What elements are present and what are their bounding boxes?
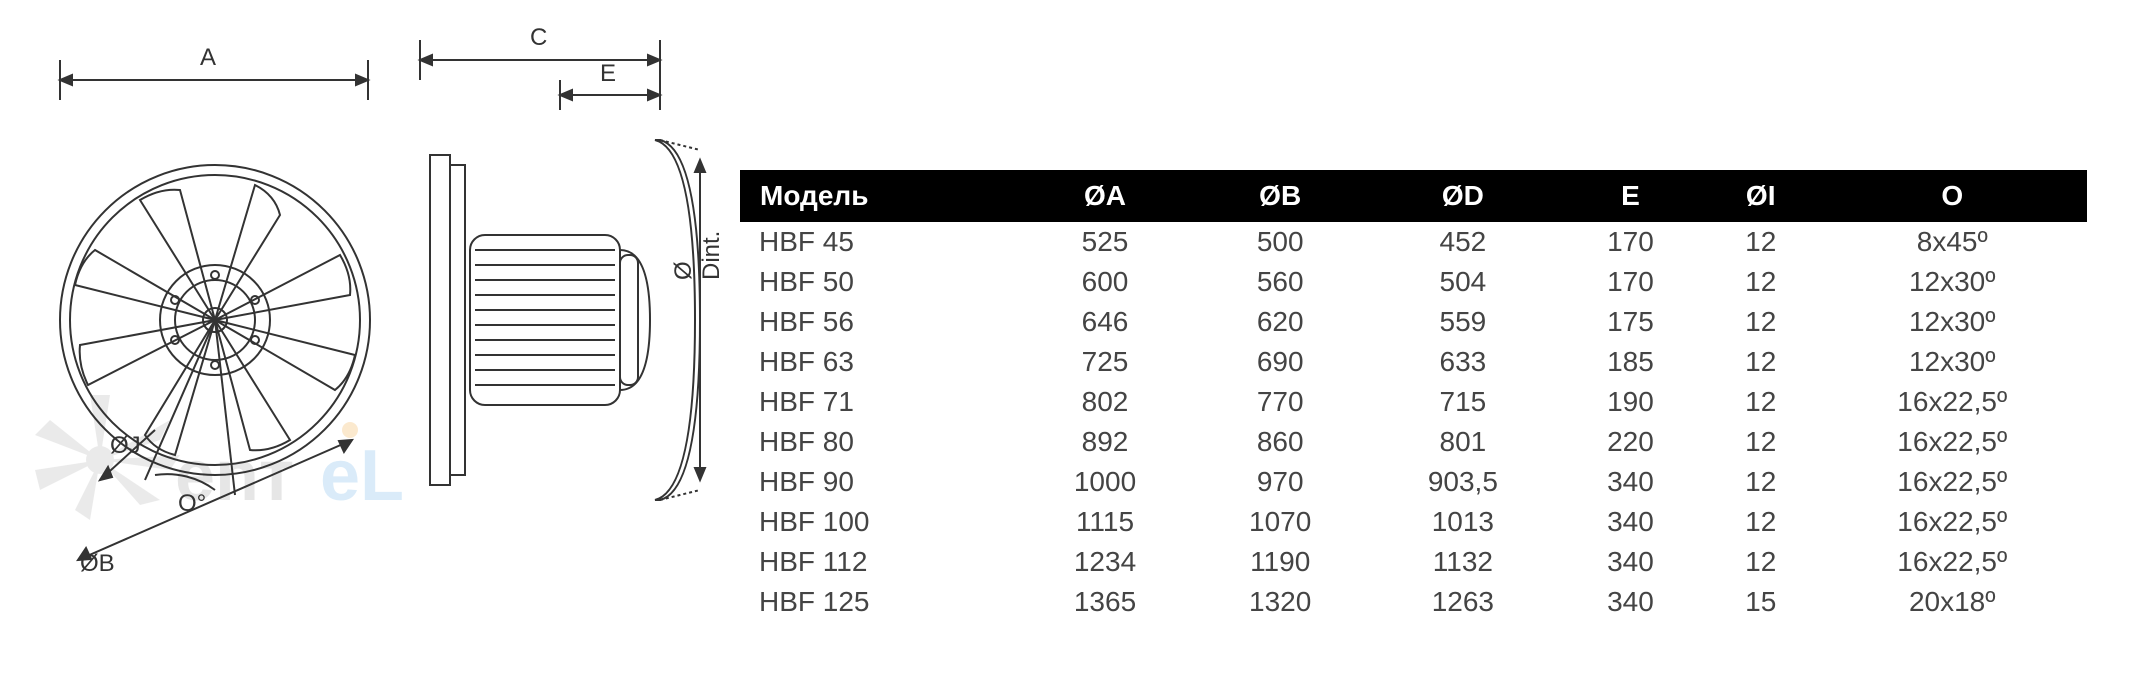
table-cell: 185 xyxy=(1558,342,1703,382)
table-cell: 1000 xyxy=(1017,462,1192,502)
table-cell: 620 xyxy=(1193,302,1368,342)
table-cell: 903,5 xyxy=(1368,462,1558,502)
dimension-drawing xyxy=(0,0,720,682)
dim-label-e: E xyxy=(600,60,616,88)
table-cell: HBF 80 xyxy=(741,422,1017,462)
table-cell: 600 xyxy=(1017,262,1192,302)
table-cell: 340 xyxy=(1558,502,1703,542)
dim-label-j: ØJ xyxy=(110,432,141,460)
table-cell: 190 xyxy=(1558,382,1703,422)
table-row: HBF 718027707151901216x22,5º xyxy=(741,382,2086,422)
table-cell: 340 xyxy=(1558,582,1703,622)
table-cell: 633 xyxy=(1368,342,1558,382)
table-cell: 860 xyxy=(1193,422,1368,462)
table-cell: 12 xyxy=(1703,422,1819,462)
table-cell: 690 xyxy=(1193,342,1368,382)
table-cell: HBF 90 xyxy=(741,462,1017,502)
table-cell: 500 xyxy=(1193,221,1368,262)
table-cell: 16x22,5º xyxy=(1818,462,2086,502)
dim-label-a: A xyxy=(200,44,216,72)
table-cell: 1070 xyxy=(1193,502,1368,542)
table-cell: 12 xyxy=(1703,542,1819,582)
table-cell: 8x45º xyxy=(1818,221,2086,262)
table-header-cell: ØI xyxy=(1703,171,1819,221)
table-cell: 12 xyxy=(1703,382,1819,422)
table-cell: 220 xyxy=(1558,422,1703,462)
table-cell: 12x30º xyxy=(1818,302,2086,342)
table-cell: 12 xyxy=(1703,262,1819,302)
table-cell: 646 xyxy=(1017,302,1192,342)
table-cell: 12 xyxy=(1703,342,1819,382)
table-cell: HBF 45 xyxy=(741,221,1017,262)
dim-label-dint: Ø Dint. xyxy=(670,230,726,280)
table-cell: 560 xyxy=(1193,262,1368,302)
table-cell: 12 xyxy=(1703,221,1819,262)
table-cell: 715 xyxy=(1368,382,1558,422)
table-row: HBF 1251365132012633401520x18º xyxy=(741,582,2086,622)
table-cell: 801 xyxy=(1368,422,1558,462)
table-header-cell: ØA xyxy=(1017,171,1192,221)
table-cell: HBF 125 xyxy=(741,582,1017,622)
table-header-cell: Модель xyxy=(741,171,1017,221)
table-row: HBF 566466205591751212x30º xyxy=(741,302,2086,342)
table-cell: 16x22,5º xyxy=(1818,542,2086,582)
table-row: HBF 901000970903,53401216x22,5º xyxy=(741,462,2086,502)
table-cell: 16x22,5º xyxy=(1818,502,2086,542)
table-cell: 170 xyxy=(1558,262,1703,302)
table-cell: 16x22,5º xyxy=(1818,382,2086,422)
table-cell: 770 xyxy=(1193,382,1368,422)
table-cell: 525 xyxy=(1017,221,1192,262)
technical-diagram: еnт еL xyxy=(0,0,720,682)
table-cell: 892 xyxy=(1017,422,1192,462)
table-cell: HBF 50 xyxy=(741,262,1017,302)
table-cell: HBF 112 xyxy=(741,542,1017,582)
table-cell: HBF 63 xyxy=(741,342,1017,382)
table-row: HBF 45525500452170128x45º xyxy=(741,221,2086,262)
table-cell: 12x30º xyxy=(1818,262,2086,302)
table-cell: 15 xyxy=(1703,582,1819,622)
table-cell: 1013 xyxy=(1368,502,1558,542)
table-row: HBF 1001115107010133401216x22,5º xyxy=(741,502,2086,542)
table-cell: 970 xyxy=(1193,462,1368,502)
table-cell: 340 xyxy=(1558,462,1703,502)
table-header-cell: E xyxy=(1558,171,1703,221)
table-cell: 1234 xyxy=(1017,542,1192,582)
table-cell: 1320 xyxy=(1193,582,1368,622)
table-cell: 170 xyxy=(1558,221,1703,262)
table-row: HBF 808928608012201216x22,5º xyxy=(741,422,2086,462)
table-cell: 12 xyxy=(1703,302,1819,342)
table-cell: 725 xyxy=(1017,342,1192,382)
table-cell: HBF 56 xyxy=(741,302,1017,342)
table-cell: 12 xyxy=(1703,502,1819,542)
spec-table-container: МодельØAØBØDEØIO HBF 45525500452170128x4… xyxy=(720,60,2147,622)
table-row: HBF 637256906331851212x30º xyxy=(741,342,2086,382)
table-cell: 175 xyxy=(1558,302,1703,342)
table-cell: 16x22,5º xyxy=(1818,422,2086,462)
table-cell: 452 xyxy=(1368,221,1558,262)
table-cell: 12 xyxy=(1703,462,1819,502)
table-header-cell: O xyxy=(1818,171,2086,221)
dim-label-c: C xyxy=(530,24,547,52)
table-header-cell: ØB xyxy=(1193,171,1368,221)
table-cell: 1365 xyxy=(1017,582,1192,622)
table-cell: 504 xyxy=(1368,262,1558,302)
table-cell: 340 xyxy=(1558,542,1703,582)
dim-label-b: ØB xyxy=(80,550,115,578)
table-cell: 559 xyxy=(1368,302,1558,342)
spec-table: МодельØAØBØDEØIO HBF 45525500452170128x4… xyxy=(740,170,2087,622)
table-cell: 1263 xyxy=(1368,582,1558,622)
table-cell: 802 xyxy=(1017,382,1192,422)
table-row: HBF 506005605041701212x30º xyxy=(741,262,2086,302)
table-cell: 1115 xyxy=(1017,502,1192,542)
table-cell: 1132 xyxy=(1368,542,1558,582)
dim-label-o: O° xyxy=(178,490,206,518)
table-header-cell: ØD xyxy=(1368,171,1558,221)
table-cell: 12x30º xyxy=(1818,342,2086,382)
table-cell: HBF 71 xyxy=(741,382,1017,422)
table-cell: HBF 100 xyxy=(741,502,1017,542)
table-row: HBF 1121234119011323401216x22,5º xyxy=(741,542,2086,582)
table-cell: 20x18º xyxy=(1818,582,2086,622)
table-cell: 1190 xyxy=(1193,542,1368,582)
